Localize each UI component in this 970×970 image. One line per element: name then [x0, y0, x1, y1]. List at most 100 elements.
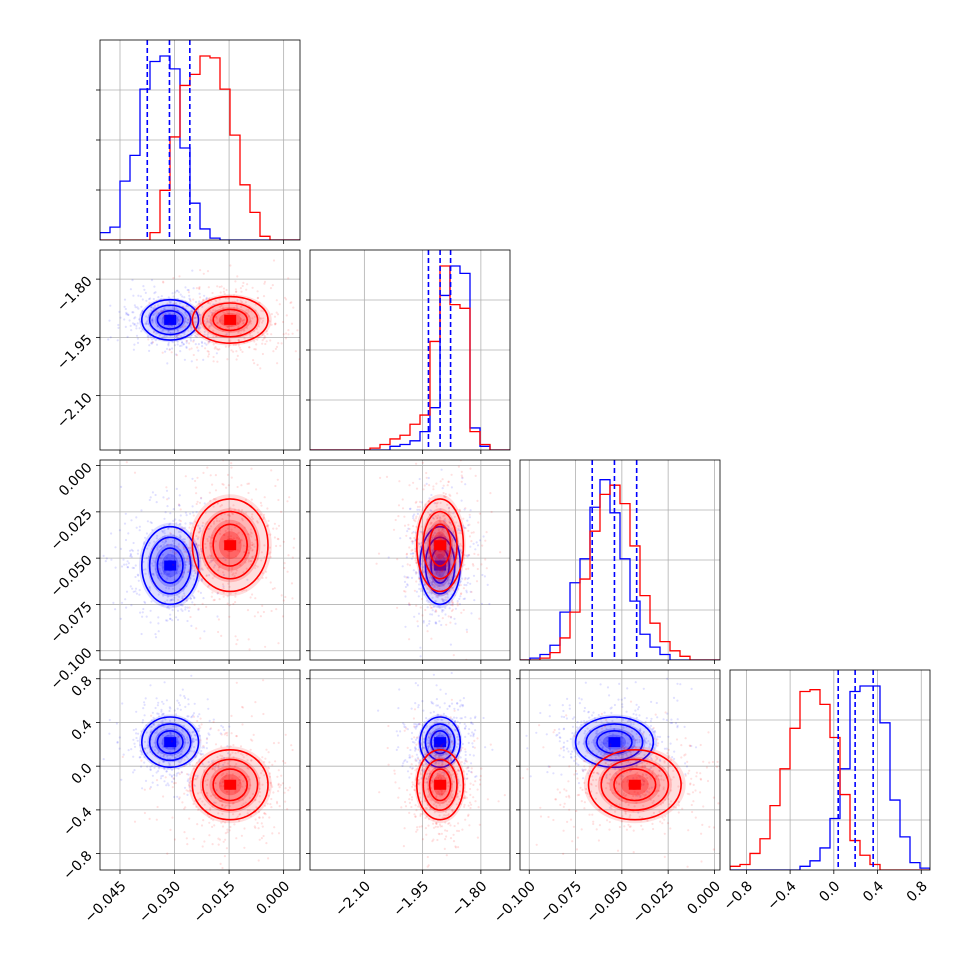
sample-point [482, 535, 485, 538]
sample-point [447, 480, 450, 483]
sample-point [634, 681, 637, 684]
sample-point [596, 729, 599, 732]
sample-point [422, 621, 425, 624]
sample-point [428, 772, 431, 775]
sample-point [215, 315, 218, 318]
sample-point [458, 560, 461, 563]
sample-point [167, 330, 170, 334]
sample-point [136, 739, 139, 742]
sample-point [184, 696, 187, 700]
sample-point [241, 723, 244, 726]
sample-point [173, 838, 176, 841]
sample-point [670, 718, 673, 721]
sample-point [413, 813, 416, 816]
sample-point [443, 847, 446, 851]
sample-point [205, 747, 208, 750]
sample-point [171, 341, 175, 344]
sample-point [234, 752, 237, 755]
sample-point [186, 321, 189, 324]
sample-point [276, 537, 279, 541]
sample-point [597, 772, 600, 776]
sample-point [129, 324, 132, 327]
sample-point [436, 773, 439, 776]
sample-point [208, 491, 211, 494]
sample-point [459, 529, 462, 532]
sample-point [177, 503, 180, 506]
sample-point [673, 750, 676, 753]
sample-point [275, 608, 278, 611]
sample-point [173, 553, 176, 556]
sample-point [187, 698, 190, 701]
sample-point [412, 531, 415, 534]
sample-point [161, 700, 164, 703]
sample-point [206, 335, 209, 339]
sample-point [232, 755, 235, 759]
sample-point [434, 515, 437, 518]
sample-point [587, 742, 590, 745]
sample-point [456, 733, 459, 736]
sample-point [410, 707, 413, 710]
sample-point [119, 547, 123, 551]
sample-point [438, 555, 441, 559]
density-peak [164, 737, 177, 748]
sample-point [417, 543, 420, 546]
sample-point [185, 346, 188, 349]
sample-point [224, 558, 227, 562]
sample-point [269, 781, 272, 784]
sample-point [190, 734, 193, 737]
sample-point [467, 766, 470, 769]
sample-point [413, 726, 416, 729]
sample-point [269, 782, 272, 785]
sample-point [262, 310, 265, 313]
sample-point [143, 600, 146, 603]
sample-point [227, 339, 231, 342]
sample-point [326, 316, 328, 318]
sample-point [187, 715, 190, 718]
sample-point [458, 532, 461, 535]
sample-point [439, 714, 442, 717]
sample-point [191, 594, 195, 598]
sample-point [415, 561, 418, 564]
sample-point [276, 478, 279, 481]
sample-point [466, 519, 469, 522]
sample-point [129, 554, 133, 557]
sample-point [258, 325, 261, 328]
sample-point [192, 305, 195, 308]
sample-point [135, 334, 139, 337]
sample-point [196, 332, 199, 336]
sample-point [265, 330, 268, 333]
sample-point [431, 583, 434, 586]
sample-point [408, 798, 411, 801]
sample-point [559, 736, 562, 740]
contour-line [428, 523, 452, 567]
sample-point [398, 480, 401, 483]
sample-point [406, 563, 409, 566]
sample-point [261, 816, 264, 819]
sample-point [434, 754, 437, 757]
sample-point [422, 740, 426, 743]
sample-point [163, 529, 166, 532]
sample-point [221, 583, 225, 586]
sample-point [632, 723, 635, 726]
sample-point [222, 573, 225, 577]
sample-point [235, 358, 238, 361]
sample-point [193, 316, 196, 319]
sample-point [273, 587, 276, 590]
sample-point [220, 774, 223, 777]
sample-point [452, 551, 455, 554]
sample-point [289, 301, 292, 305]
sample-point [234, 526, 237, 529]
sample-point [126, 566, 129, 569]
sample-point [159, 777, 163, 780]
sample-point [208, 340, 211, 343]
sample-point [465, 630, 469, 634]
sample-point [211, 843, 214, 846]
sample-point [179, 527, 182, 530]
sample-point [189, 298, 192, 301]
sample-point [573, 759, 576, 763]
sample-point [437, 790, 440, 793]
sample-point [185, 756, 188, 759]
sample-point [212, 718, 215, 721]
sample-point [185, 560, 188, 564]
sample-point [204, 564, 207, 567]
